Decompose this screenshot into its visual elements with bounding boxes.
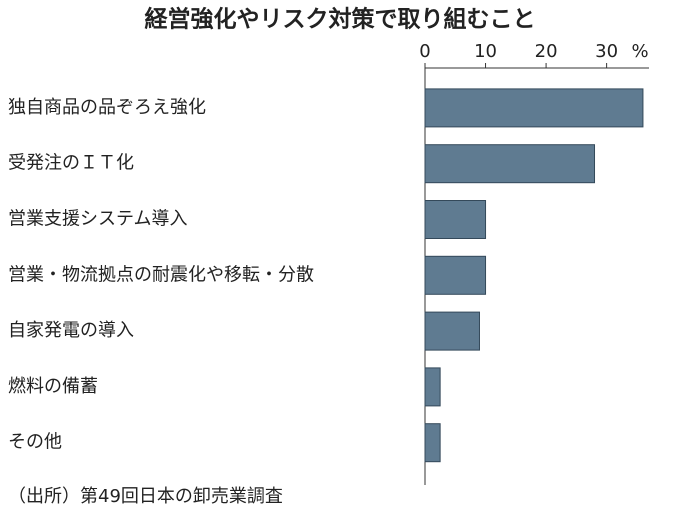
x-tick-label: 20 xyxy=(535,41,558,62)
y-tick-label: 燃料の備蓄 xyxy=(8,376,98,397)
y-tick-label: 独自商品の品ぞろえ強化 xyxy=(8,97,206,118)
y-tick-label: 営業支援システム導入 xyxy=(8,209,187,230)
y-tick-label: 自家発電の導入 xyxy=(8,320,134,341)
y-tick-label: 受発注のＩＴ化 xyxy=(8,153,134,174)
bar xyxy=(424,367,441,407)
x-tick-label: 30 xyxy=(595,41,618,62)
x-tick-label: 0 xyxy=(419,41,430,62)
bar xyxy=(424,144,596,184)
bar xyxy=(424,88,644,128)
x-tick-label: 10 xyxy=(474,41,497,62)
chart-title: 経営強化やリスク対策で取り組むこと xyxy=(145,6,536,33)
bar xyxy=(424,200,487,239)
bar xyxy=(424,311,480,351)
unit-label: % xyxy=(631,41,648,62)
bar xyxy=(424,423,441,463)
y-tick-label: その他 xyxy=(8,432,62,453)
y-tick-label: 営業・物流拠点の耐震化や移転・分散 xyxy=(8,264,314,285)
bar xyxy=(424,255,487,295)
source-note: （出所）第49回日本の卸売業調査 xyxy=(8,486,283,507)
